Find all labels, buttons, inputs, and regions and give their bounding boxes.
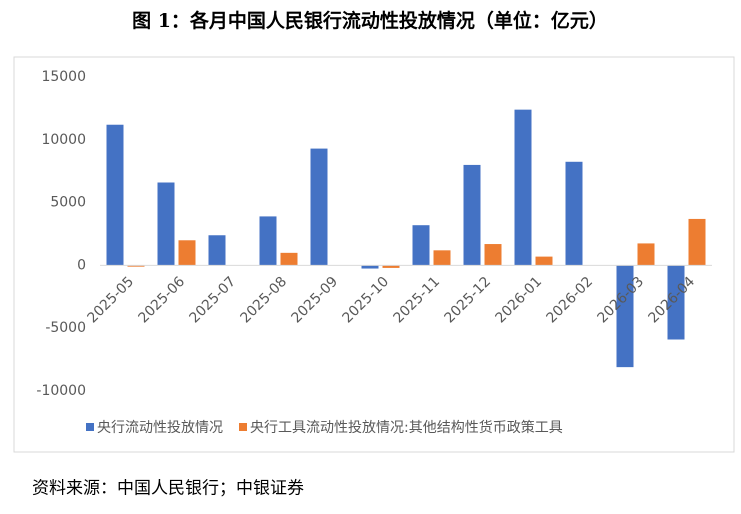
source-note: 资料来源：中国人民银行；中银证券 xyxy=(32,479,304,499)
bar xyxy=(637,243,655,266)
y-tick-label: 5000 xyxy=(50,195,86,211)
x-tick-label: 2025-12 xyxy=(441,274,494,327)
bar xyxy=(412,225,430,266)
bar xyxy=(178,240,196,266)
bar xyxy=(514,109,532,266)
bar xyxy=(157,182,175,266)
chart-title: 图 1：各月中国人民银行流动性投放情况（单位：亿元） xyxy=(132,9,608,32)
bar xyxy=(667,265,685,340)
y-tick-label: 10000 xyxy=(41,132,86,148)
bar xyxy=(565,161,583,266)
x-tick-label: 2025-05 xyxy=(84,274,137,327)
bar xyxy=(616,265,634,368)
legend-swatch xyxy=(86,423,94,431)
y-tick-label: -10000 xyxy=(36,383,86,399)
bar xyxy=(484,244,502,266)
x-tick-label: 2026-01 xyxy=(492,274,545,327)
y-tick-label: -5000 xyxy=(45,320,86,336)
bar xyxy=(127,265,145,267)
x-tick-label: 2025-06 xyxy=(135,274,188,327)
bar xyxy=(463,164,481,266)
bar xyxy=(259,216,277,266)
bar xyxy=(106,124,124,266)
bar xyxy=(382,265,400,268)
bar xyxy=(208,235,226,266)
legend-swatch xyxy=(239,423,247,431)
bar xyxy=(361,265,379,269)
x-tick-label: 2025-09 xyxy=(288,274,341,327)
bar xyxy=(280,252,298,266)
bar xyxy=(535,256,553,266)
bar xyxy=(688,218,706,266)
x-tick-label: 2025-08 xyxy=(237,274,290,327)
x-tick-label: 2025-11 xyxy=(390,274,443,327)
legend-label: 央行工具流动性投放情况:其他结构性货币政策工具 xyxy=(250,419,563,436)
y-tick-label: 0 xyxy=(77,257,86,273)
bar xyxy=(433,250,451,266)
bar xyxy=(310,148,328,266)
x-tick-label: 2026-02 xyxy=(543,274,596,327)
legend-label: 央行流动性投放情况 xyxy=(97,420,223,436)
x-tick-label: 2025-07 xyxy=(186,274,239,327)
chart-frame xyxy=(13,56,735,453)
y-tick-label: 15000 xyxy=(41,69,86,85)
x-tick-label: 2025-10 xyxy=(339,274,392,327)
